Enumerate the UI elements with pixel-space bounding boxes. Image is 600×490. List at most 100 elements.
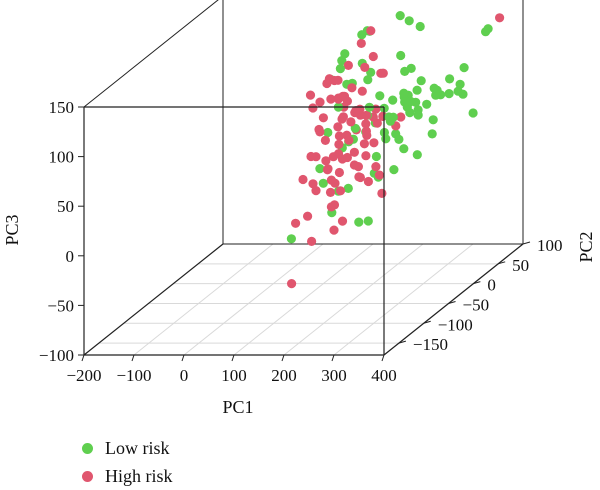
data-point-high-risk [368, 51, 378, 62]
grid-line [233, 243, 374, 356]
data-point-high-risk [325, 187, 336, 197]
x-tick [331, 354, 335, 362]
data-point-low-risk [400, 66, 410, 76]
data-point-high-risk [342, 152, 352, 163]
z-tick-label: 100 [49, 148, 75, 167]
legend-marker-low-risk [82, 442, 93, 454]
data-point-high-risk [335, 186, 346, 196]
data-point-low-risk [389, 165, 399, 175]
z-tick-label: 0 [66, 247, 75, 266]
data-point-high-risk [318, 113, 328, 123]
legend-marker-high-risk [82, 470, 93, 482]
y-tick-label: −50 [463, 295, 490, 314]
data-point-high-risk [369, 138, 379, 148]
data-point-high-risk [349, 160, 359, 170]
data-point-low-risk [340, 49, 350, 59]
data-point-low-risk [350, 123, 360, 133]
data-point-low-risk [363, 75, 373, 85]
data-point-low-risk [357, 30, 367, 40]
y-tick-label: 0 [487, 276, 496, 295]
data-point-high-risk [372, 118, 382, 128]
data-point-high-risk [495, 13, 505, 23]
data-point-low-risk [412, 85, 422, 95]
z-axis-title: PC3 [2, 214, 22, 245]
y-axis-title: PC2 [576, 231, 596, 262]
x-tick-label: 200 [271, 366, 297, 385]
data-point-low-risk [404, 16, 414, 26]
x-tick-label: −100 [116, 366, 151, 385]
data-point-high-risk [344, 135, 354, 145]
data-point-high-risk [315, 97, 325, 107]
y-tick [398, 340, 407, 344]
data-point-high-risk [334, 167, 344, 178]
legend-label-high-risk: High risk [105, 465, 173, 486]
data-point-high-risk [303, 211, 313, 221]
data-point-low-risk [422, 99, 432, 109]
data-point-high-risk [337, 216, 348, 226]
data-point-high-risk [347, 83, 357, 93]
x-tick-label: 400 [371, 366, 397, 385]
data-point-high-risk [314, 124, 324, 135]
data-point-high-risk [333, 149, 344, 159]
data-point-high-risk [320, 135, 330, 145]
x-tick-label: 300 [321, 366, 347, 385]
data-point-high-risk [355, 172, 365, 183]
data-point-high-risk [357, 86, 367, 96]
data-point-low-risk [416, 76, 426, 86]
data-point-low-risk [335, 64, 345, 74]
data-point-high-risk [343, 60, 353, 70]
grid-line [133, 243, 274, 356]
data-point-high-risk [346, 117, 356, 127]
data-point-high-risk [334, 131, 344, 141]
data-point-high-risk [330, 178, 340, 188]
pane-grid [83, 243, 524, 356]
z-tick-label: 50 [57, 197, 74, 216]
data-point-low-risk [445, 74, 455, 84]
data-point-high-risk [287, 279, 297, 289]
data-point-high-risk [298, 174, 308, 185]
data-point-high-risk [334, 139, 344, 149]
data-point-high-risk [311, 186, 321, 196]
data-point-low-risk [412, 150, 422, 160]
y-tick [423, 320, 431, 324]
data-point-high-risk [361, 126, 371, 136]
data-point-high-risk [322, 78, 332, 89]
data-point-high-risk [396, 112, 406, 122]
z-tick-label: −100 [39, 346, 74, 365]
y-tick-label: 50 [512, 256, 529, 275]
data-point-low-risk [318, 178, 328, 188]
data-point-low-risk [429, 83, 439, 93]
data-point-low-risk [337, 56, 347, 66]
y-tick [498, 261, 506, 265]
x-tick [281, 354, 285, 362]
data-point-high-risk [306, 151, 316, 162]
x-tick-label: −200 [66, 366, 101, 385]
data-point-high-risk [360, 62, 370, 72]
grid-line [333, 243, 474, 356]
x-tick [81, 354, 85, 362]
y-tick [522, 241, 531, 245]
data-point-low-risk [323, 127, 333, 138]
legend-item-high-risk[interactable]: High risk [82, 462, 173, 490]
box-edge [383, 243, 524, 356]
x-tick-label: 0 [180, 366, 189, 385]
data-point-high-risk [361, 151, 371, 161]
data-point-high-risk [349, 147, 359, 157]
data-point-low-risk [375, 91, 385, 101]
data-point-low-risk [413, 110, 423, 120]
data-point-high-risk [339, 91, 350, 101]
data-point-low-risk [388, 95, 398, 105]
data-point-high-risk [361, 119, 371, 129]
data-point-high-risk [307, 236, 317, 246]
data-point-low-risk [453, 86, 463, 96]
data-point-high-risk [305, 90, 316, 100]
grid-line [283, 243, 424, 356]
legend-label-low-risk: Low risk [105, 437, 170, 458]
data-point-high-risk [321, 156, 331, 166]
box-edge [83, 243, 224, 356]
data-point-high-risk [363, 176, 373, 187]
legend-item-low-risk[interactable]: Low risk [82, 434, 173, 462]
data-point-low-risk [428, 115, 438, 125]
data-point-high-risk [323, 164, 333, 174]
data-point-low-risk [406, 96, 416, 107]
